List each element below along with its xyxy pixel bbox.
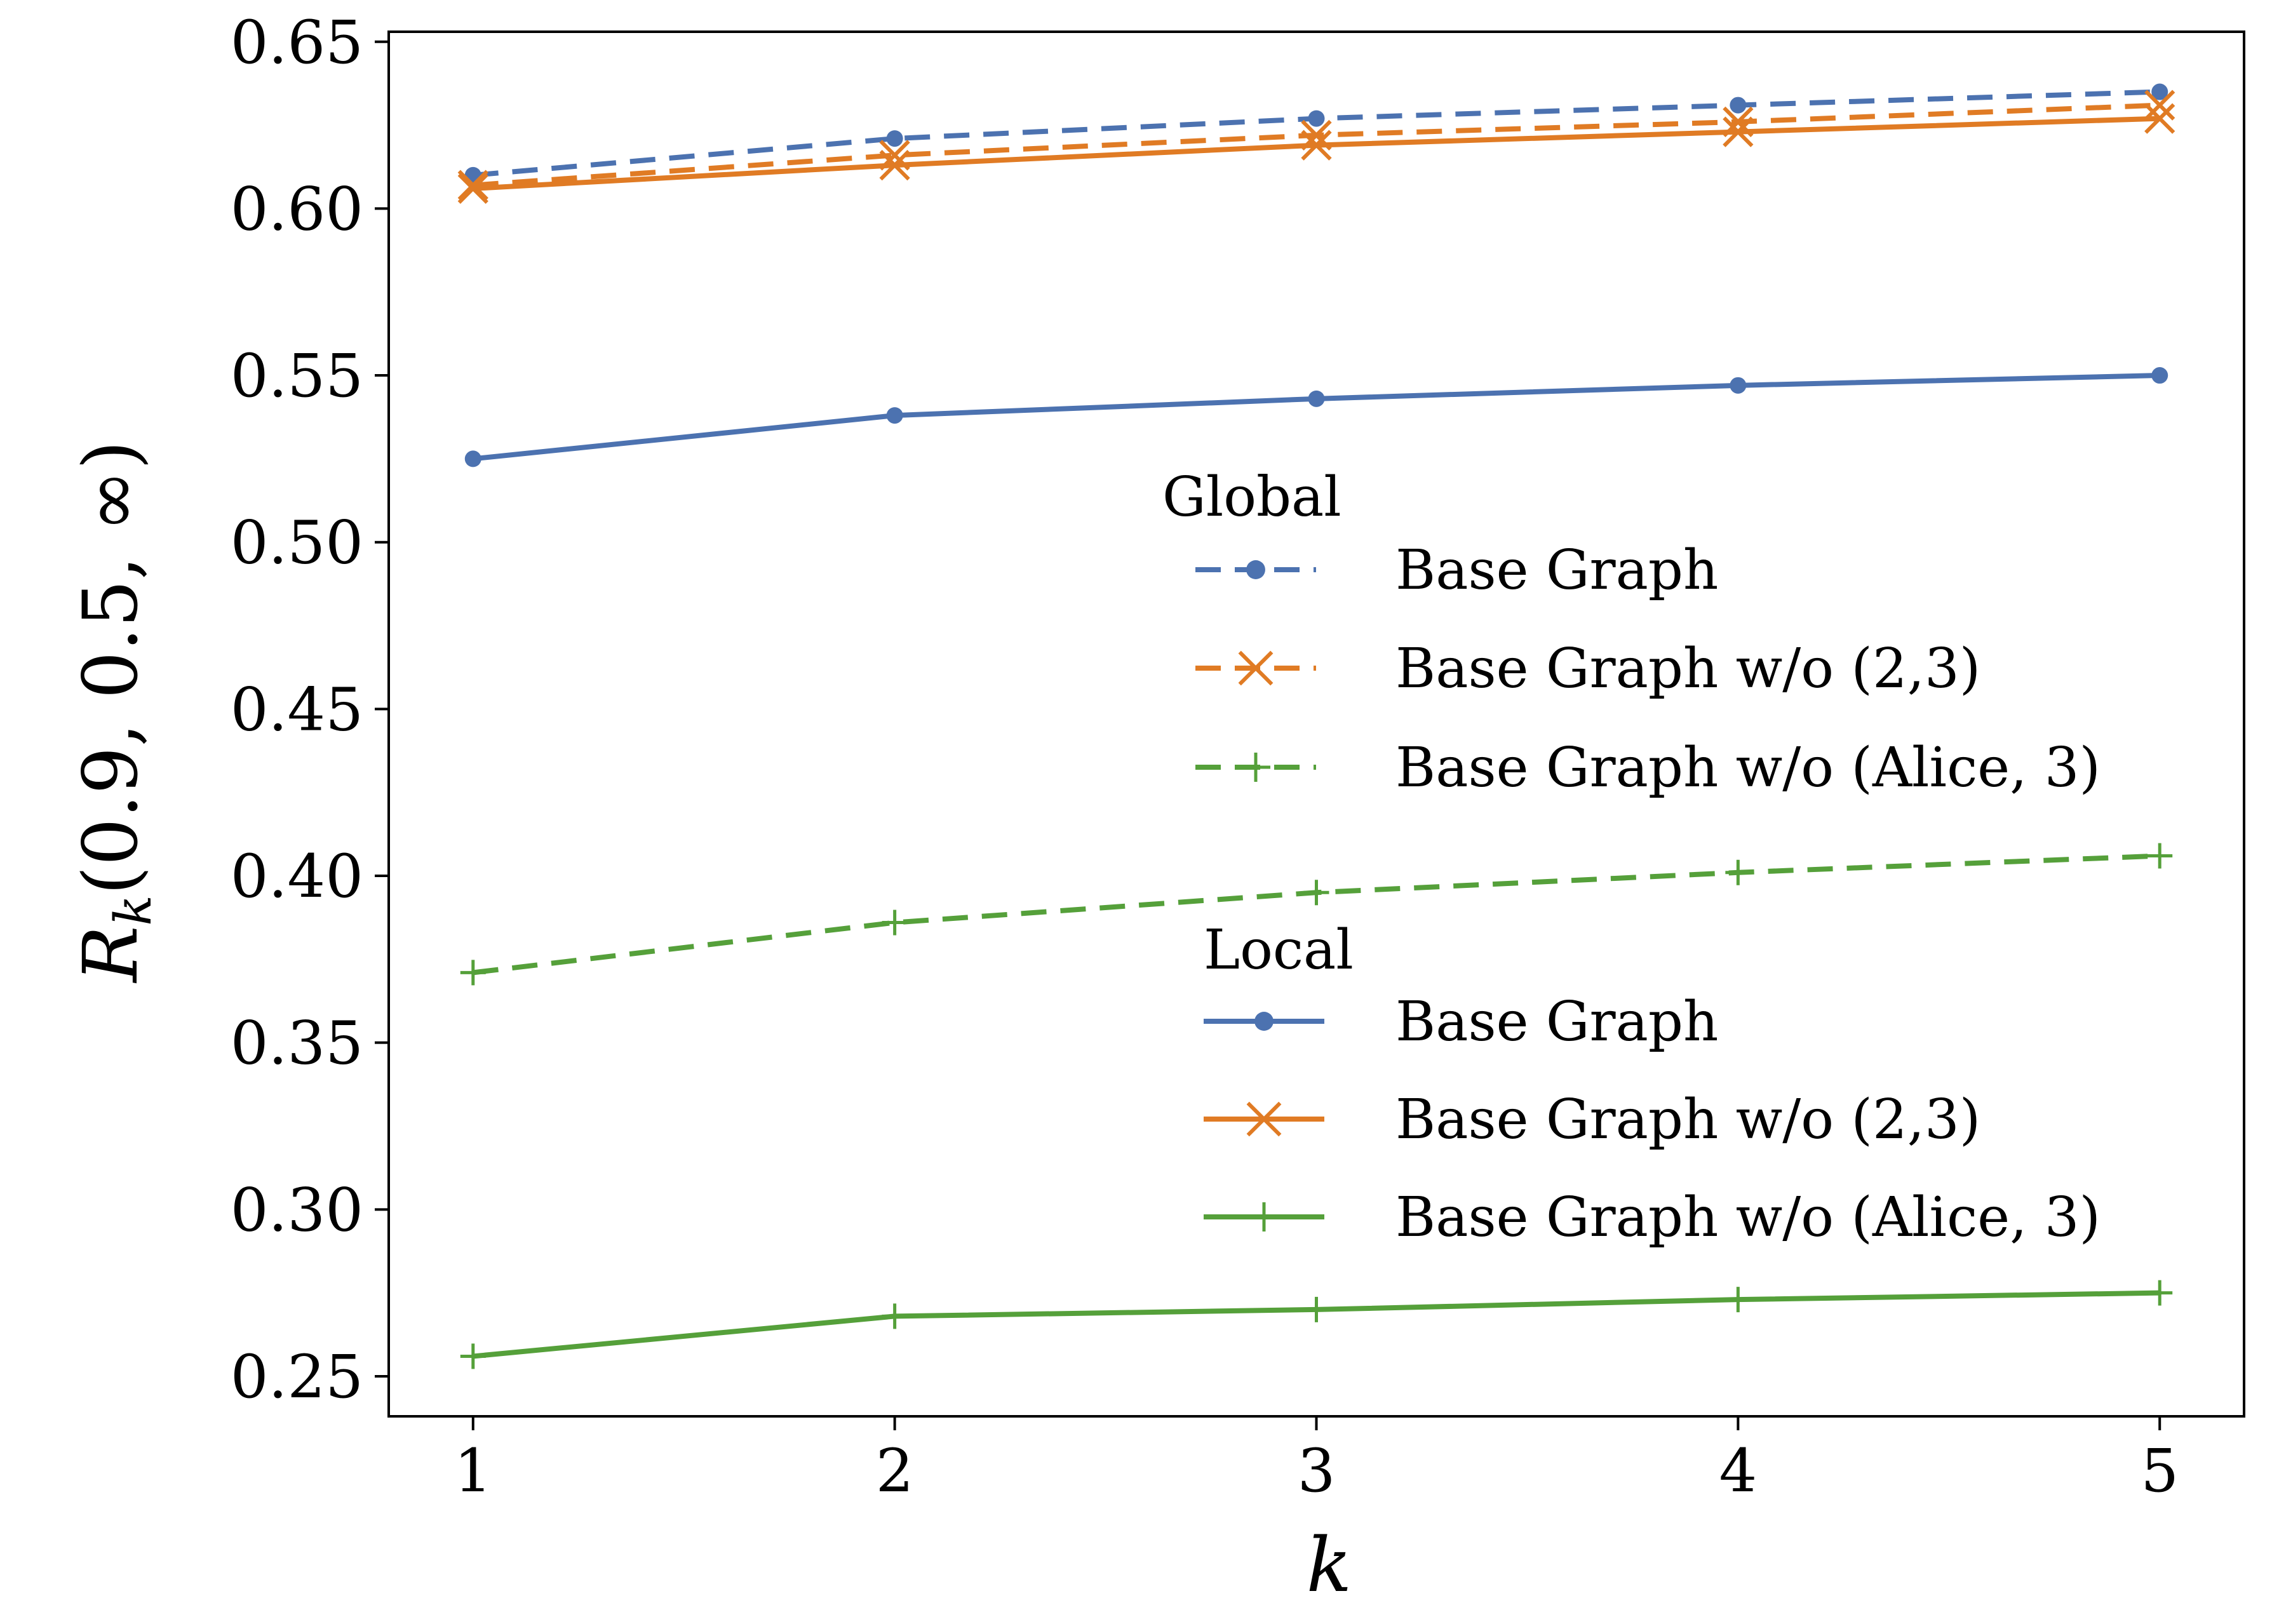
legend-item-local-base-graph-w-o-alice-3: Base Graph w/o (Alice, 3) [1204,1186,2101,1249]
y-axis: 0.25 0.30 0.35 0.40 0.45 0.50 0.55 0.60 0.65 [231,8,389,1412]
y-tick-label-0.30: 0.30 [231,1176,363,1245]
series-global-base-graph-w-o-alice-3-point-4 [1725,859,1751,885]
legend-item-global-base-graph: Base Graph [1195,539,1718,602]
series-local-base-graph-point-1 [464,450,481,467]
series-global-base-graph-point-3 [1308,110,1325,127]
series-global-base-graph-point-2 [886,130,903,147]
legend-item-global-base-graph-w-o-2-3-label: Base Graph w/o (2,3) [1395,637,1980,701]
series-local-base-graph-w-o-2-3-point-3 [1301,130,1332,161]
legend-group-local: Local Base Graph Base Graph w/o (2,3) Base … [1204,918,2101,1249]
y-tick-label-0.40: 0.40 [231,842,363,911]
x-tick-label-5: 5 [2141,1437,2179,1506]
series-local-base-graph-w-o-2-3-point-5 [2144,103,2175,134]
legend-item-local-base-graph-w-o-2-3-marker-stroke-b [1246,1101,1282,1137]
x-axis: 1 2 3 4 5 [454,1416,2179,1506]
y-axis-title-subscript: k [104,895,163,925]
y-axis-title-main: R [67,926,154,984]
y-tick-label-0.50: 0.50 [231,509,363,578]
series-global-base-graph-point-4 [1730,97,1747,114]
y-axis-title-arguments: (0.9, 0.5, ∞) [67,440,154,895]
legend-item-local-base-graph-w-o-2-3-marker [1246,1101,1282,1137]
series-local-base-graph-w-o-2-3 [457,103,2175,205]
series-global-base-graph-w-o-alice-3-point-5 [2147,843,2173,869]
legend-item-local-base-graph-w-o-2-3-label: Base Graph w/o (2,3) [1395,1088,1980,1151]
legend-item-global-base-graph-w-o-alice-3: Base Graph w/o (Alice, 3) [1195,736,2101,800]
series-global-base-graph-w-o-2-3-point-5 [2144,90,2175,121]
series-local-base-graph-w-o-2-3-point-4 [1723,116,1754,147]
series-global-base-graph-point-5 [2151,83,2168,100]
legend-item-local-base-graph-w-o-2-3: Base Graph w/o (2,3) [1204,1088,1980,1151]
series-global-base-graph-w-o-2-3-point-1-stroke-b [457,170,488,201]
series-local-base-graph [464,367,2168,467]
series-local-base-graph-w-o-2-3-point-2 [879,149,910,181]
legend-item-local-base-graph-marker [1254,1012,1274,1031]
legend-item-global-base-graph-label: Base Graph [1395,539,1718,602]
y-tick-label-0.65: 0.65 [231,8,363,77]
series-local-base-graph-w-o-alice-3-point-3 [1303,1296,1329,1322]
legend-group-local-title: Local [1204,918,1354,982]
axes-layer: 1 2 3 4 5 0.25 0.30 0.35 0.40 0.45 0.50 0.55 0.60 0.6… [67,8,2245,1609]
series-local-base-graph-point-5 [2151,367,2168,384]
y-tick-label-0.45: 0.45 [231,675,363,744]
series-local-base-graph-point-2 [886,407,903,424]
x-tick-label-1: 1 [454,1437,492,1506]
legend-group-global-title: Global [1162,466,1341,529]
legend-group-global: Global Base Graph Base Graph w/o (2,3) Base… [1162,466,2101,800]
series-local-base-graph-point-4 [1730,377,1747,394]
legend-item-local-base-graph-w-o-alice-3-marker [1249,1202,1279,1231]
series-global-base-graph-w-o-alice-3-point-3 [1303,880,1329,906]
y-tick-label-0.25: 0.25 [231,1343,363,1412]
series-local-base-graph-w-o-alice-3-point-1 [460,1343,486,1369]
series-local-base-graph-w-o-alice-3-point-5 [2147,1280,2173,1306]
legend-item-global-base-graph-w-o-2-3: Base Graph w/o (2,3) [1195,637,1980,701]
legend: Global Base Graph Base Graph w/o (2,3) Base… [1162,466,2101,1249]
series-local-base-graph-w-o-2-3-point-1-stroke-b [457,173,488,205]
legend-item-local-base-graph: Base Graph [1204,990,1718,1054]
series-local-base-graph-point-3 [1308,390,1325,407]
x-tick-label-2: 2 [876,1437,914,1506]
legend-item-local-base-graph-label: Base Graph [1395,990,1718,1054]
series-global-base-graph-w-o-alice-3-point-2 [882,909,908,936]
series-local-base-graph-w-o-2-3-point-3-stroke-b [1301,130,1332,161]
legend-item-global-base-graph-w-o-alice-3-label: Base Graph w/o (Alice, 3) [1395,736,2101,800]
legend-item-global-base-graph-w-o-2-3-marker [1238,650,1274,686]
series-local-base-graph-w-o-alice-3-point-4 [1725,1287,1751,1313]
y-tick-label-0.55: 0.55 [231,342,363,411]
series-layer [457,83,2175,1369]
series-local-base-graph-w-o-alice-3-point-2 [882,1303,908,1329]
series-global-base-graph-w-o-alice-3 [460,843,2173,986]
series-global-base-graph-w-o-2-3-point-5-stroke-b [2144,90,2175,121]
y-tick-label-0.35: 0.35 [231,1009,363,1078]
legend-item-local-base-graph-w-o-alice-3-label: Base Graph w/o (Alice, 3) [1395,1186,2101,1249]
legend-item-global-base-graph-marker [1246,560,1265,579]
series-local-base-graph-w-o-alice-3 [460,1280,2173,1369]
y-axis-title: Rk(0.9, 0.5, ∞) [67,440,163,983]
x-tick-label-3: 3 [1298,1437,1336,1506]
series-global-base-graph-w-o-alice-3-point-1 [460,960,486,986]
series-global-base-graph-w-o-2-3-point-1 [457,170,488,201]
legend-item-global-base-graph-w-o-alice-3-marker [1241,753,1270,782]
x-tick-label-4: 4 [1719,1437,1757,1506]
series-local-base-graph-w-o-2-3-point-1 [457,173,488,205]
x-axis-title: k [1307,1521,1352,1609]
series-local-base-graph-w-o-2-3-point-4-stroke-b [1723,116,1754,147]
series-local-base-graph-w-o-2-3-point-2-stroke-b [879,149,910,181]
series-local-base-graph-w-o-2-3-point-5-stroke-b [2144,103,2175,134]
legend-item-global-base-graph-w-o-2-3-marker-stroke-b [1238,650,1274,686]
y-tick-label-0.60: 0.60 [231,175,363,244]
